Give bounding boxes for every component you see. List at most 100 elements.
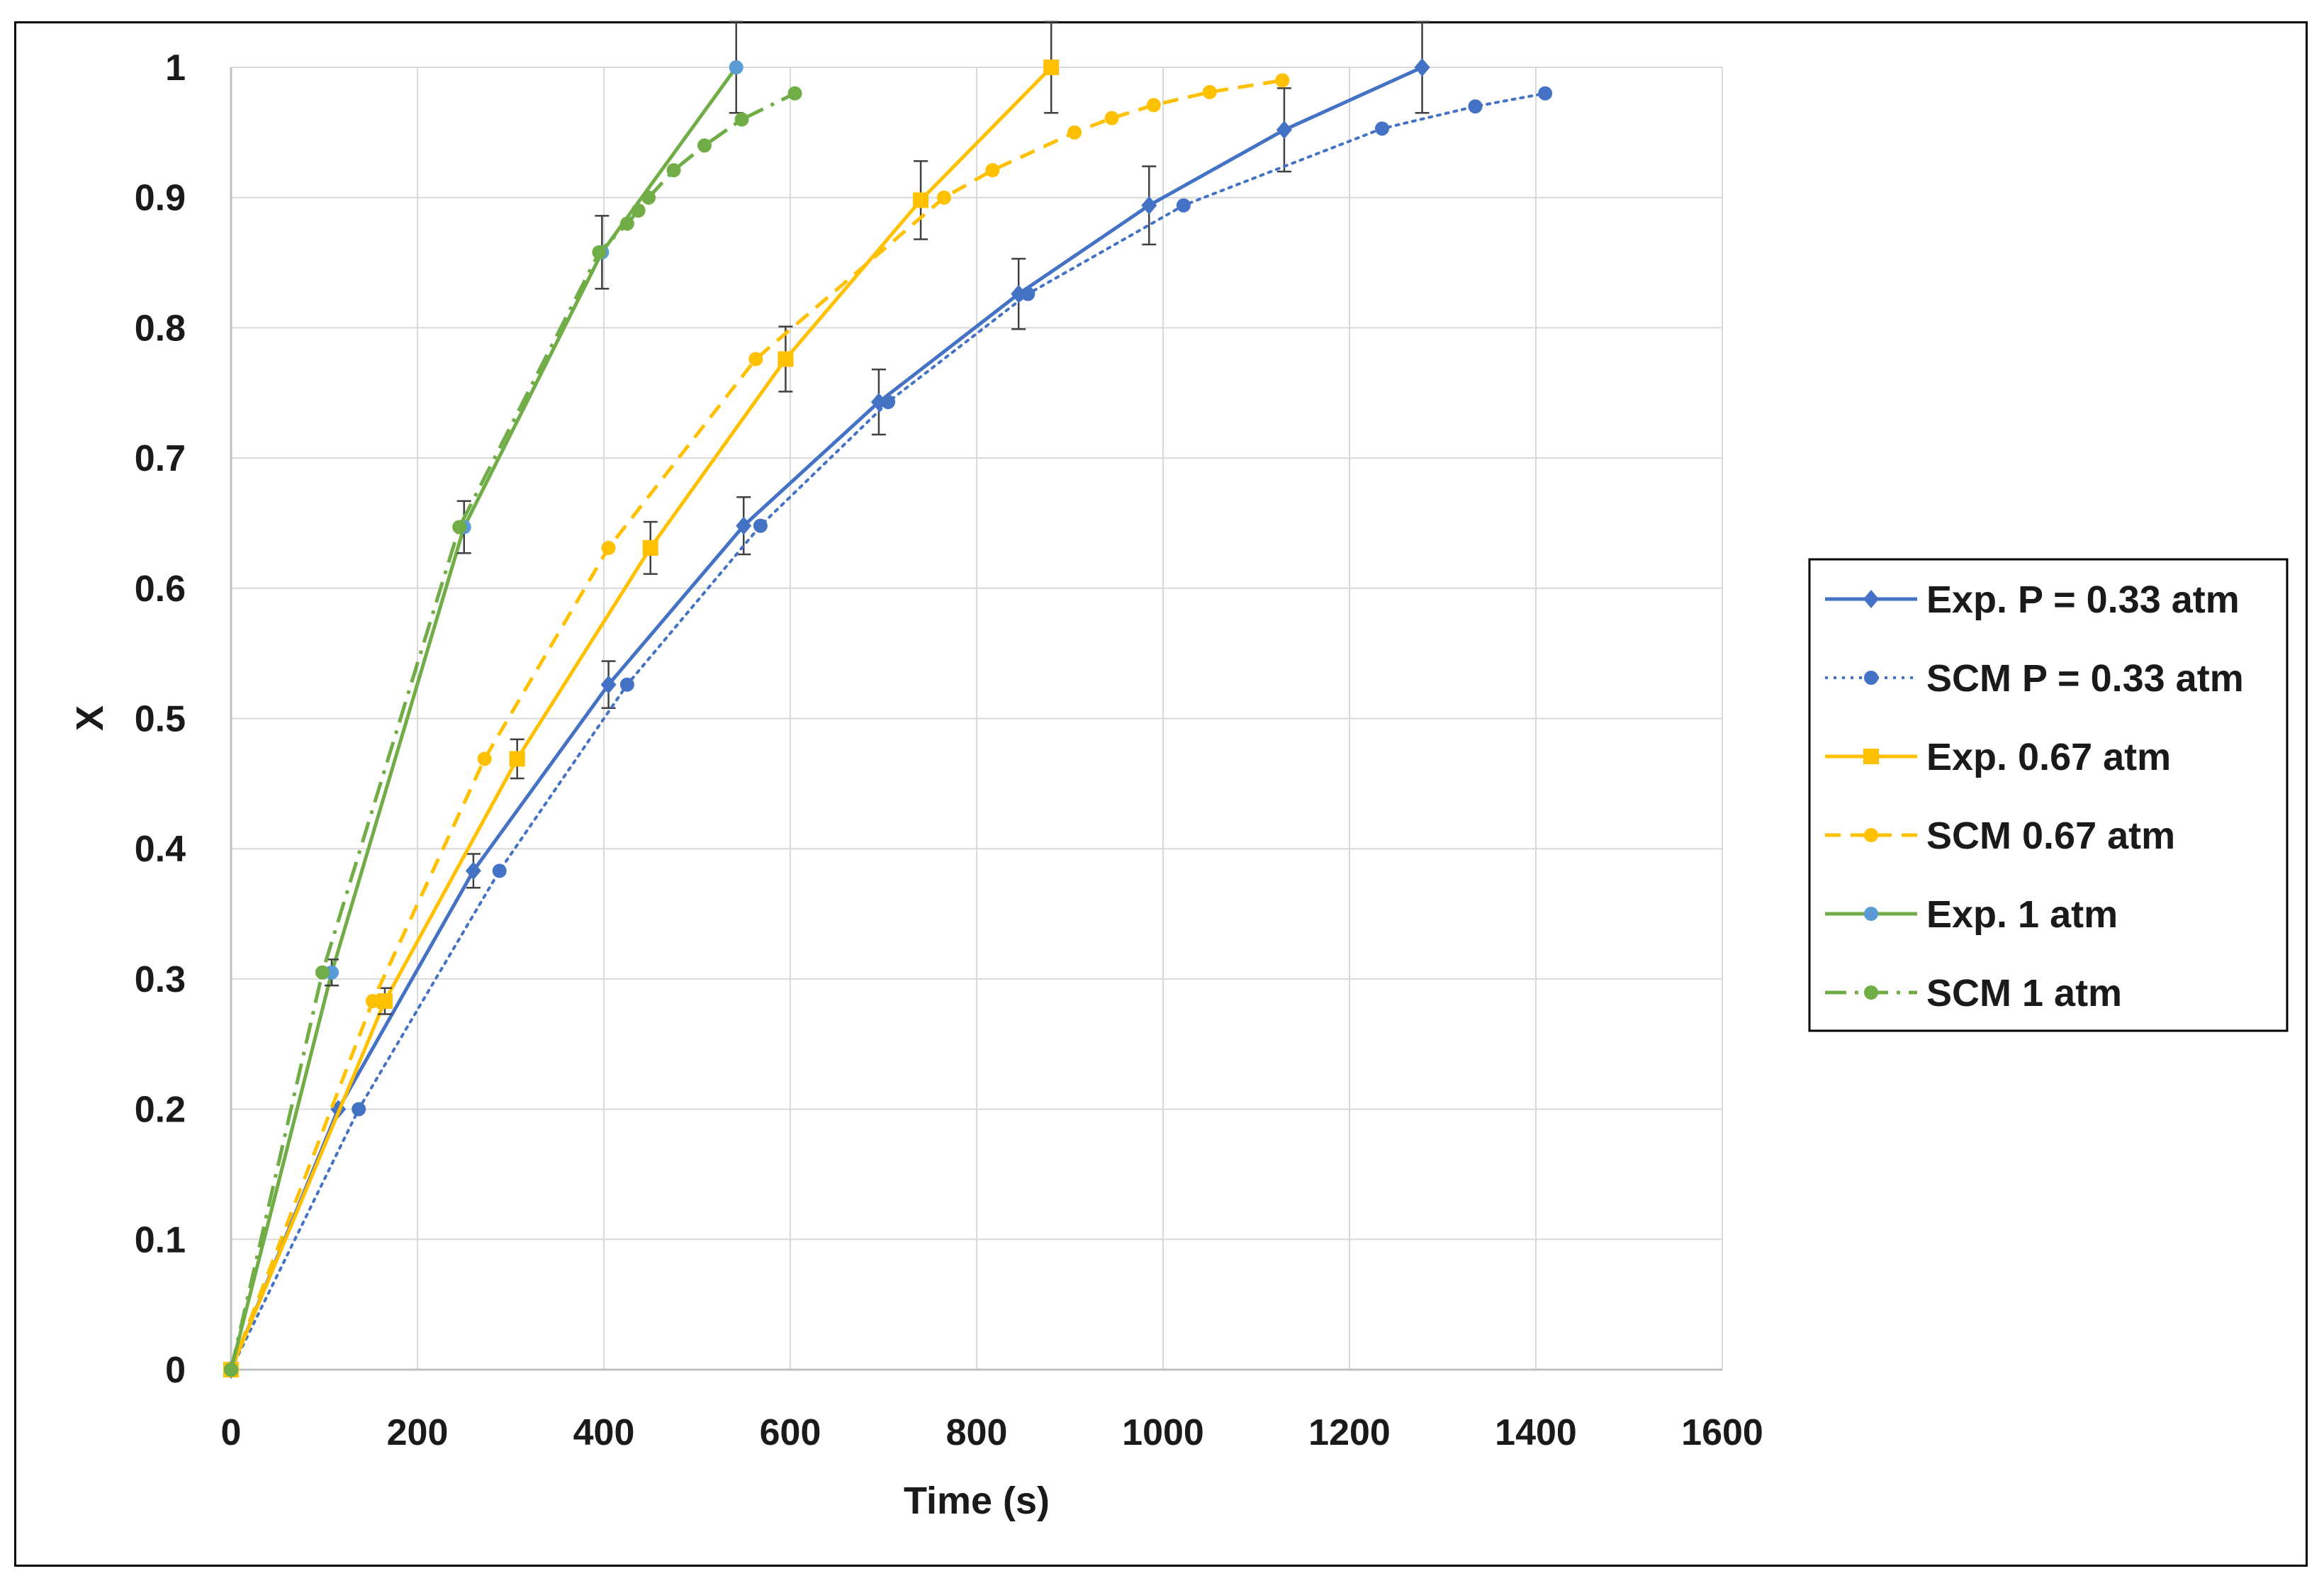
series-line [229, 78, 1283, 1370]
x-tick-label: 1000 [1122, 1412, 1204, 1453]
legend-marker [1863, 590, 1879, 608]
data-point [1176, 198, 1191, 213]
x-tick-label: 1200 [1308, 1412, 1391, 1453]
data-point [778, 351, 794, 367]
data-point [509, 751, 525, 767]
y-tick-label: 0.5 [135, 699, 186, 740]
gridlines [230, 67, 1723, 1371]
data-point [1141, 196, 1157, 215]
legend-marker [1864, 671, 1878, 685]
data-point [881, 395, 896, 410]
legend-entry: SCM 0.67 atm [1825, 815, 2175, 857]
data-point [352, 1102, 366, 1117]
x-tick-label: 600 [760, 1412, 821, 1453]
y-axis-title: X [69, 705, 111, 731]
y-tick-label: 0.1 [135, 1219, 186, 1260]
data-point [1468, 99, 1483, 114]
data-point [1067, 125, 1082, 140]
y-tick-label: 1 [165, 47, 186, 89]
series-3 [223, 21, 1060, 1377]
legend-marker [1864, 828, 1878, 842]
legend-entry: Exp. 0.67 atm [1825, 736, 2171, 778]
data-point [736, 516, 752, 535]
data-point [1021, 286, 1035, 301]
data-point [985, 163, 1000, 178]
x-tick-label: 0 [221, 1412, 242, 1453]
legend-entry: SCM 1 atm [1825, 972, 2122, 1014]
data-point [1538, 86, 1553, 101]
data-point [492, 863, 507, 878]
y-tick-label: 0 [165, 1350, 186, 1391]
data-point [641, 190, 656, 205]
data-point [600, 675, 617, 694]
series-1 [223, 21, 1430, 1379]
data-point [601, 540, 616, 555]
y-tick-label: 0.4 [135, 829, 186, 870]
series-line [229, 91, 796, 1370]
legend-entry: Exp. P = 0.33 atm [1825, 578, 2240, 621]
data-point [1414, 58, 1430, 77]
data-point [1275, 73, 1290, 88]
legend-label: Exp. 1 atm [1926, 893, 2118, 936]
legend-marker [1863, 749, 1879, 764]
y-tick-label: 0.6 [135, 569, 186, 610]
data-point [753, 518, 768, 533]
data-point [592, 245, 607, 259]
y-tick-label: 0.9 [135, 178, 186, 219]
data-point [376, 993, 393, 1010]
legend: Exp. P = 0.33 atm SCM P = 0.33 atm Exp. 0.… [1808, 558, 2289, 1032]
series-6 [224, 86, 802, 1377]
data-point [1146, 98, 1161, 113]
data-point [936, 190, 951, 205]
y-tick-label: 0.7 [135, 438, 186, 479]
data-point [734, 112, 749, 127]
legend-entry: Exp. 1 atm [1825, 893, 2118, 936]
data-point [465, 861, 481, 880]
data-point [642, 539, 658, 556]
legend-label: SCM P = 0.33 atm [1926, 657, 2244, 700]
data-point [1375, 121, 1390, 136]
data-point [913, 192, 929, 208]
legend-label: Exp. P = 0.33 atm [1926, 578, 2240, 621]
x-tick-label: 1400 [1495, 1412, 1577, 1453]
data-point [224, 1363, 238, 1377]
data-point [729, 60, 743, 74]
legend-label: Exp. 0.67 atm [1926, 736, 2171, 778]
series-line [230, 91, 1547, 1371]
data-point [787, 86, 802, 101]
data-point [1202, 84, 1217, 99]
data-point [1043, 60, 1060, 75]
legend-marker [1864, 907, 1878, 921]
legend-marker [1864, 985, 1878, 1000]
series-2 [224, 86, 1553, 1377]
data-point [452, 520, 467, 535]
data-point [697, 138, 712, 153]
data-point [365, 994, 380, 1009]
tick-labels: 0 200 400 600 800 1000 1200 1400 1600 0 0.1 0.2 0.3 0… [135, 47, 1763, 1453]
y-tick-label: 0.8 [135, 308, 186, 349]
data-point [870, 393, 887, 412]
data-point [1104, 111, 1119, 125]
series-line [229, 65, 1423, 1370]
series-4 [224, 73, 1290, 1377]
x-axis-title: Time (s) [904, 1480, 1050, 1522]
series-layer [223, 21, 1553, 1379]
data-point [1276, 121, 1292, 140]
legend-label: SCM 1 atm [1926, 972, 2122, 1014]
y-tick-label: 0.2 [135, 1090, 186, 1131]
data-point [666, 163, 681, 178]
y-tick-label: 0.3 [135, 959, 186, 1000]
x-tick-label: 200 [387, 1412, 449, 1453]
series-5 [224, 21, 743, 1377]
data-point [477, 751, 492, 766]
data-point [315, 965, 330, 980]
legend-entry: SCM P = 0.33 atm [1825, 657, 2244, 700]
legend-label: SCM 0.67 atm [1926, 815, 2175, 857]
legend-box [1808, 558, 2289, 1032]
x-tick-label: 1600 [1681, 1412, 1763, 1453]
x-tick-label: 400 [573, 1412, 635, 1453]
data-point [748, 352, 763, 367]
data-point [619, 677, 634, 692]
x-tick-label: 800 [946, 1412, 1008, 1453]
